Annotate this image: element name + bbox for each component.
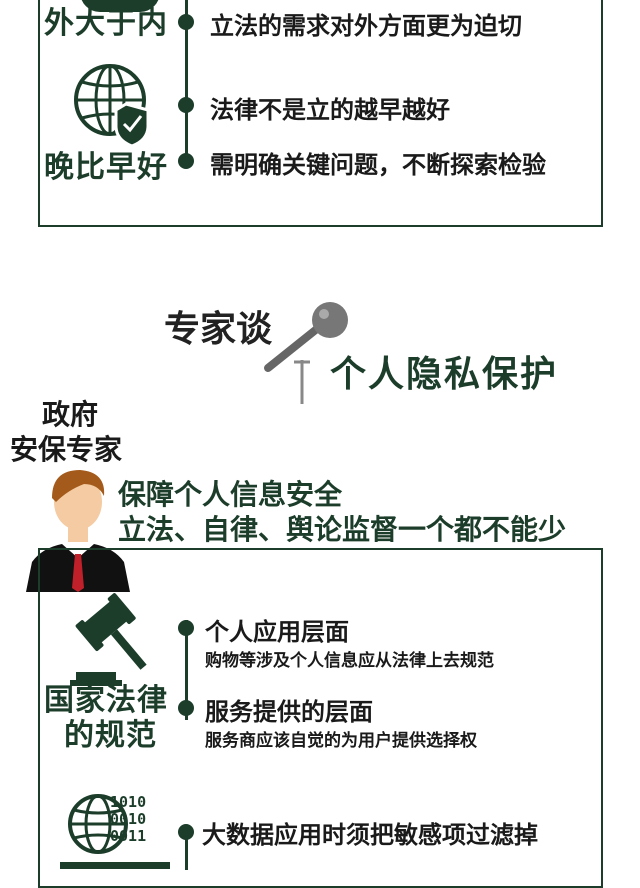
law-label-line2: 的规范 bbox=[64, 718, 157, 753]
speaker-role-line2: 安保专家 bbox=[10, 433, 123, 466]
experts-title-big: 个人隐私保护 bbox=[330, 354, 559, 395]
quote-line2: 立法、自律、舆论监督一个都不能少 bbox=[118, 513, 567, 546]
top-connector-line bbox=[185, 0, 188, 165]
item2-dot bbox=[178, 700, 194, 716]
bottom-connector-line bbox=[185, 620, 188, 720]
item2-sub: 服务商应该自觉的为用户提供选择权 bbox=[205, 731, 477, 751]
row1-text: 立法的需求对外方面更为迫切 bbox=[210, 11, 522, 40]
row2-dot-b bbox=[178, 153, 194, 169]
globe-data-icon bbox=[66, 790, 136, 860]
row2-line2: 需明确关键问题，不断探索检验 bbox=[210, 150, 546, 179]
data-dot bbox=[178, 824, 194, 840]
row2-line1: 法律不是立的越早越好 bbox=[210, 95, 450, 124]
binary-text: 1010 0010 0011 bbox=[110, 794, 146, 845]
top-panel-frame bbox=[38, 0, 603, 227]
top-partial-icon bbox=[80, 0, 160, 12]
globe-shield-icon bbox=[68, 60, 158, 150]
binary-line-2: 0010 bbox=[110, 810, 147, 828]
item1-dot bbox=[178, 620, 194, 636]
row1-dot bbox=[178, 14, 194, 30]
law-label-line1: 国家法律 bbox=[44, 683, 168, 718]
row2-dot-a bbox=[178, 97, 194, 113]
item2-heading: 服务提供的层面 bbox=[205, 697, 373, 726]
row2-label: 晚比早好 bbox=[44, 150, 168, 185]
microphone-icon bbox=[258, 300, 358, 408]
binary-line-3: 0011 bbox=[110, 827, 147, 845]
row1-label: 外大于内 bbox=[44, 6, 168, 41]
bottom-partial-label bbox=[60, 862, 170, 869]
item1-sub: 购物等涉及个人信息应从法律上去规范 bbox=[205, 651, 494, 671]
person-avatar bbox=[22, 462, 134, 592]
experts-title-small: 专家谈 bbox=[164, 308, 273, 350]
item1-heading: 个人应用层面 bbox=[205, 617, 349, 646]
gavel-icon bbox=[66, 592, 162, 688]
quote-line1: 保障个人信息安全 bbox=[118, 478, 343, 511]
binary-line-1: 1010 bbox=[110, 793, 147, 811]
data-text: 大数据应用时须把敏感项过滤掉 bbox=[202, 820, 538, 849]
bottom-connector-line-2 bbox=[185, 830, 188, 870]
speaker-role-line1: 政府 bbox=[42, 398, 99, 431]
